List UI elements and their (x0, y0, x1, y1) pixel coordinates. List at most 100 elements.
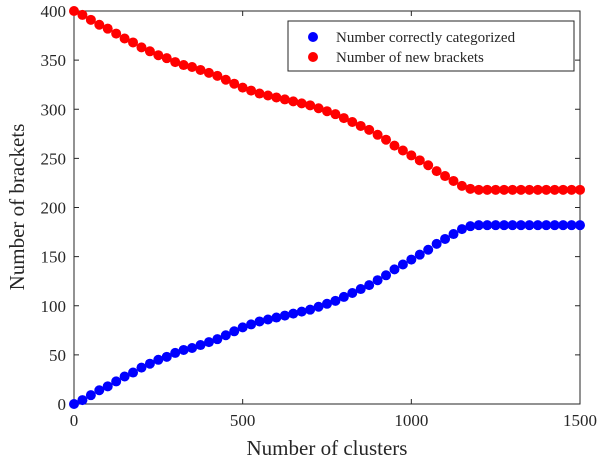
data-point (397, 145, 408, 156)
data-point (102, 381, 113, 392)
data-point (102, 23, 113, 34)
data-point (549, 184, 560, 195)
data-point (187, 342, 198, 353)
data-point (448, 175, 459, 186)
x-axis: 0 500 1000 1500 (70, 11, 597, 430)
data-point (195, 340, 206, 351)
data-point (338, 291, 349, 302)
y-tick-label: 100 (41, 297, 67, 316)
data-point (372, 129, 383, 140)
data-point (170, 57, 181, 68)
data-point (381, 270, 392, 281)
data-point (246, 319, 257, 330)
y-tick-label: 50 (49, 346, 66, 365)
legend-label-correct: Number correctly categorized (336, 30, 516, 46)
data-point (128, 367, 139, 378)
data-point (203, 67, 214, 78)
data-point (347, 287, 358, 298)
plot-area (73, 10, 581, 405)
data-point (271, 92, 282, 103)
data-point (423, 160, 434, 171)
data-point (507, 220, 518, 231)
x-axis-label: Number of clusters (247, 436, 408, 460)
data-point (77, 9, 88, 20)
data-point (69, 6, 79, 16)
data-point (296, 306, 307, 317)
y-tick-label: 400 (41, 2, 67, 21)
data-point (541, 220, 552, 231)
data-point (279, 310, 290, 321)
data-point (330, 109, 341, 120)
data-point (558, 184, 569, 195)
data-point (305, 304, 316, 315)
data-point (566, 220, 577, 231)
data-point (397, 259, 408, 270)
data-point (119, 33, 130, 44)
data-point (254, 88, 265, 99)
data-point (288, 96, 299, 107)
legend-marker-correct (308, 32, 318, 42)
data-point (313, 301, 324, 312)
y-tick-label: 150 (41, 248, 67, 267)
data-point (254, 316, 265, 327)
data-point (414, 249, 425, 260)
data-point (85, 390, 96, 401)
data-point (144, 46, 155, 57)
data-point (136, 362, 147, 373)
data-point (161, 351, 172, 362)
data-point (389, 140, 400, 151)
data-point (372, 275, 383, 286)
data-point (220, 330, 231, 341)
data-point (465, 183, 476, 194)
legend-marker-new (308, 52, 318, 62)
data-point (575, 184, 585, 195)
legend-box (287, 20, 575, 72)
data-point (322, 106, 332, 117)
data-point (406, 150, 417, 161)
data-point (237, 322, 248, 333)
data-point (296, 98, 307, 109)
data-point (237, 82, 248, 93)
data-point (515, 184, 526, 195)
data-point (178, 344, 189, 355)
data-point (203, 337, 214, 348)
data-point (515, 220, 526, 231)
data-point (85, 14, 96, 25)
data-point (456, 224, 467, 235)
data-point (490, 220, 501, 231)
data-point (499, 220, 510, 231)
data-point (144, 358, 155, 369)
data-point (490, 184, 501, 195)
data-point (119, 371, 130, 382)
data-point (313, 103, 324, 114)
data-point (178, 60, 189, 71)
data-point (170, 347, 181, 358)
data-point (389, 264, 400, 275)
data-point (94, 19, 105, 30)
legend: Number correctly categorized Number of n… (287, 20, 575, 72)
data-point (187, 62, 198, 73)
data-point (229, 78, 240, 89)
x-tick-label: 1000 (394, 411, 428, 430)
data-point (440, 171, 451, 182)
data-point (364, 124, 375, 135)
data-point (246, 85, 257, 96)
data-point (153, 354, 164, 365)
data-point (128, 37, 139, 48)
data-point (473, 184, 484, 195)
data-point (549, 220, 560, 231)
x-tick-label: 500 (230, 411, 256, 430)
data-point (381, 134, 392, 145)
data-point (153, 50, 164, 61)
data-point (507, 184, 518, 195)
data-point (77, 395, 88, 406)
data-point (220, 74, 231, 85)
data-point (212, 70, 223, 81)
data-point (94, 385, 105, 396)
data-point (448, 229, 459, 240)
data-point (355, 284, 366, 295)
data-point (456, 180, 467, 191)
data-point (465, 221, 476, 232)
data-point (532, 184, 543, 195)
x-tick-label: 1500 (563, 411, 597, 430)
